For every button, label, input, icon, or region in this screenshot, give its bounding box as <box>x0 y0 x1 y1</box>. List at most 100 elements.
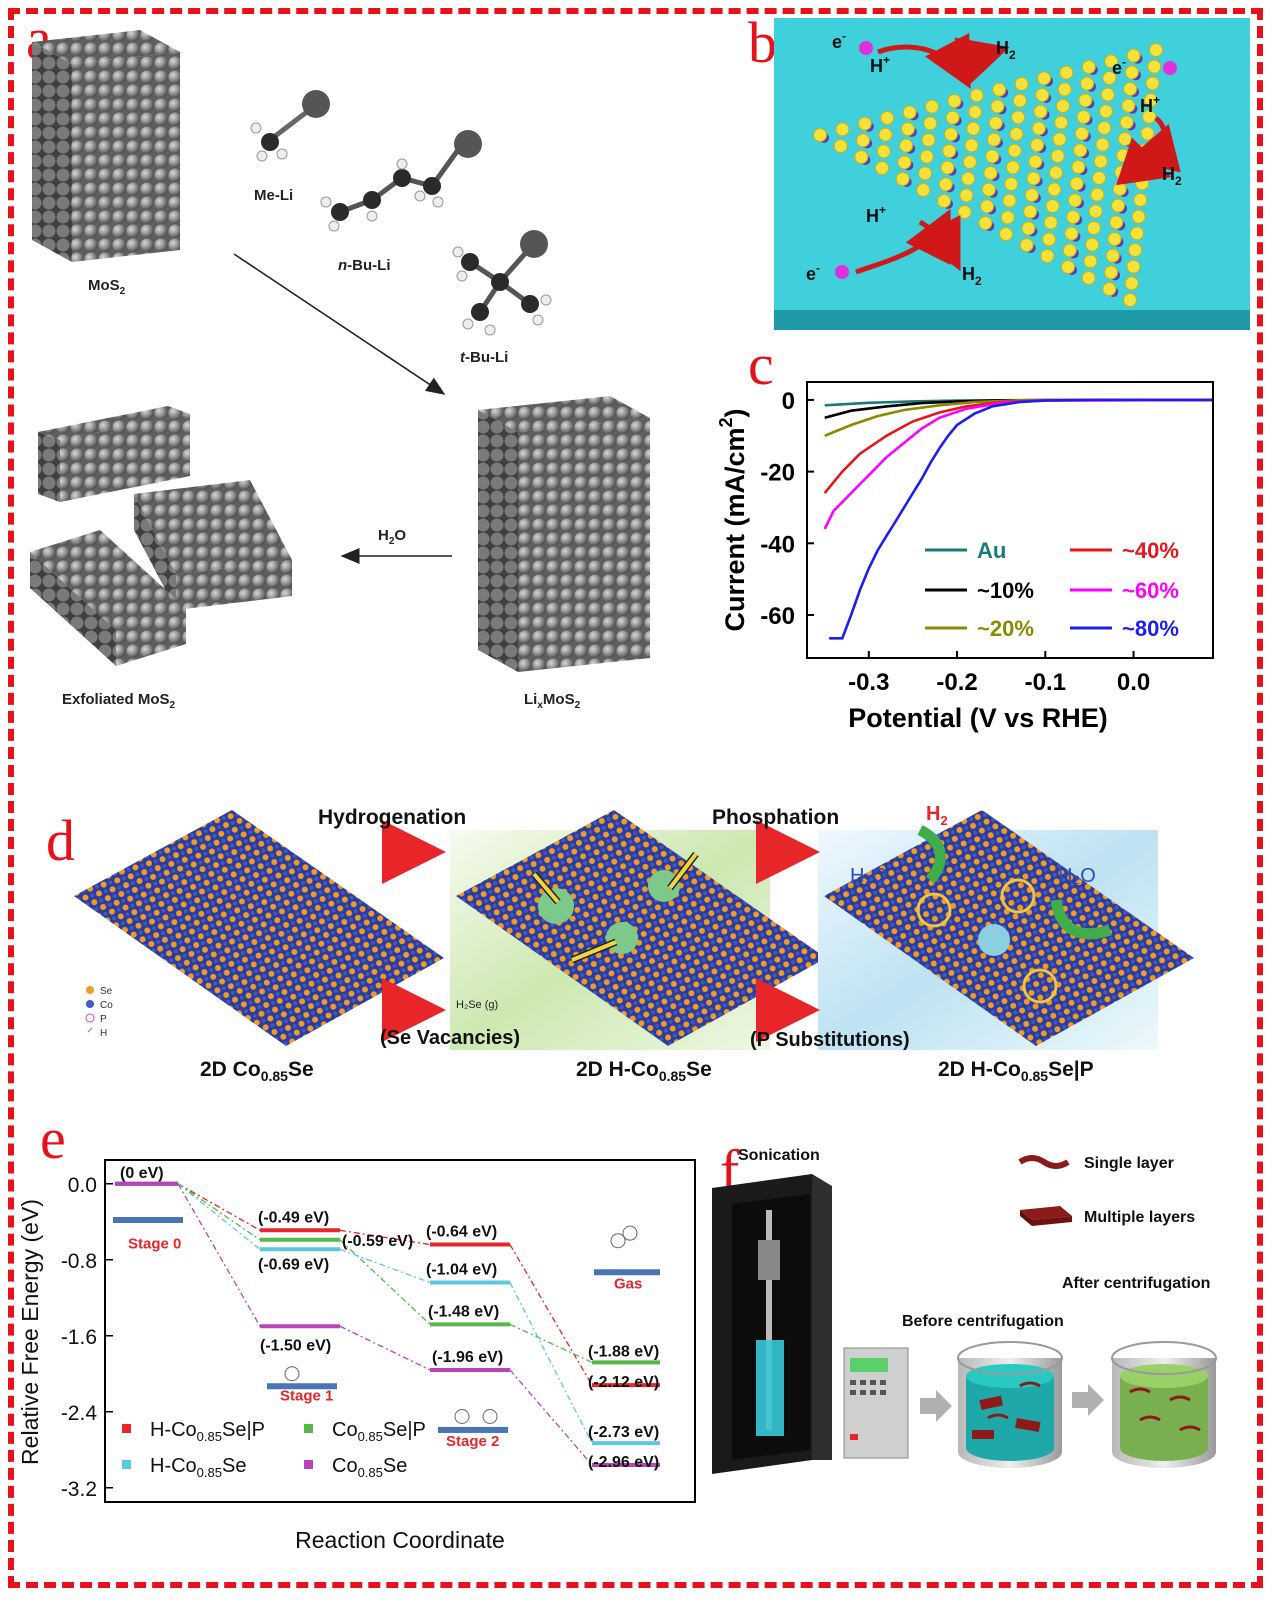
vacancy-2 <box>648 870 680 902</box>
series-line-2 <box>824 398 1214 438</box>
legend-h: H <box>100 1028 107 1039</box>
panel-c-lsv-chart: -0.3 -0.2 -0.1 0.0 0 -20 -40 -60 Au ~40% ~10% ~60%… <box>716 381 1214 733</box>
electron-3 <box>835 265 849 279</box>
arrow-top-h2 <box>954 37 1010 86</box>
legend-label-e: Co0.85Se|P <box>332 1419 426 1444</box>
energy-link <box>509 1369 593 1466</box>
label-exfoliated: Exfoliated MoS2 <box>62 691 176 711</box>
panel-label-e: e <box>40 1106 66 1171</box>
panel-label-c: c <box>748 332 774 397</box>
caption-co085se: 2D Co0.85Se <box>200 1058 314 1084</box>
x-axis-title: Potential (V vs RHE) <box>848 703 1108 733</box>
e-label-1: e- <box>832 29 846 52</box>
label-hydrogenation: Hydrogenation <box>318 806 466 829</box>
y-axis-title-e: Relative Free Energy (eV) <box>17 1199 43 1465</box>
arrow-right-h2 <box>1116 137 1172 186</box>
energy-link <box>177 1183 261 1231</box>
sonicator-head <box>758 1240 780 1280</box>
label-se-vacancies: (Se Vacancies) <box>380 1027 520 1049</box>
substrate-edge <box>774 310 1250 330</box>
p-site-1 <box>916 892 952 928</box>
beaker-after <box>1111 1341 1217 1468</box>
legend-marker-e <box>122 1460 131 1469</box>
legend-marker-e <box>304 1424 313 1433</box>
energy-link <box>339 1248 431 1284</box>
x-tick-label: -0.2 <box>936 669 977 696</box>
energy-value-label: (-2.73 eV) <box>588 1424 659 1441</box>
vacancy-1 <box>538 888 574 924</box>
legend-label: ~80% <box>1122 616 1179 641</box>
energy-link <box>177 1183 261 1327</box>
stage1-surface <box>267 1383 337 1390</box>
adsorbed-h-1 <box>284 1366 300 1382</box>
x-tick-label: -0.1 <box>1025 669 1066 696</box>
panel-f-schematic: Sonication Single layer Multiple lay <box>712 1147 1217 1474</box>
arrow-bottom-h2 <box>915 215 961 271</box>
energy-value-label: (-1.04 eV) <box>426 1262 497 1279</box>
h2o-label-1: H₂O <box>850 865 888 887</box>
adsorbed-h-2 <box>454 1409 470 1424</box>
hplus-label-2: H+ <box>1140 93 1160 116</box>
p-site-3 <box>1022 968 1058 1004</box>
caption-h-co085se-p: 2D H-Co0.85Se|P <box>938 1058 1094 1084</box>
multiple-layers-icon <box>1020 1206 1072 1220</box>
label-phosphation: Phosphation <box>712 806 839 829</box>
legend-label-e: H-Co0.85Se <box>150 1455 246 1480</box>
panel-b-schematic: e- H+ H2 e- H+ H2 H+ e- H2 <box>774 18 1250 330</box>
h2-label-1: H2 <box>996 38 1016 62</box>
n-bu-li-molecule <box>320 130 482 232</box>
h2-molecule-icon <box>610 1233 626 1249</box>
x-tick-label: 0.0 <box>1117 669 1150 696</box>
single-layer-icon <box>1018 1155 1070 1169</box>
energy-link <box>509 1244 593 1386</box>
lixmos2-crystal <box>478 396 650 672</box>
legend-label: Au <box>977 538 1006 563</box>
series-line-5 <box>829 398 1213 640</box>
label-lixmos2: LixMoS2 <box>524 691 581 711</box>
stage-label: Gas <box>614 1275 642 1292</box>
legend-label-e: Co0.85Se <box>332 1455 407 1480</box>
energy-value-label: (-0.64 eV) <box>426 1224 497 1241</box>
energy-link <box>339 1325 431 1371</box>
hplus-label-3: H+ <box>866 203 886 226</box>
legend-label-e: H-Co0.85Se|P <box>150 1419 265 1444</box>
h2o-label-2: H₂O <box>1058 865 1096 887</box>
plot-frame <box>806 381 1214 659</box>
figure-frame <box>8 8 1263 1588</box>
h2-label-3: H2 <box>962 264 982 288</box>
panel-label-d: d <box>46 808 75 873</box>
panel-d-schematic: H₂O H₂O H2 Hydrogenation Phosphation (Se… <box>74 803 1194 1084</box>
energy-link <box>509 1323 593 1363</box>
legend-p: P <box>100 1014 107 1025</box>
label-before-centrifugation: Before centrifugation <box>902 1313 1064 1330</box>
legend-label: ~20% <box>977 616 1034 641</box>
energy-value-label: (-1.88 eV) <box>588 1343 659 1360</box>
stage-label: Stage 2 <box>446 1433 499 1450</box>
stage0-surface <box>113 1217 183 1223</box>
stage-label: Stage 1 <box>280 1387 333 1404</box>
series-line-4 <box>823 398 1214 530</box>
vacancy-4 <box>978 924 1010 956</box>
energy-value-label: (-0.59 eV) <box>342 1233 413 1250</box>
process-arrow-2 <box>1072 1384 1104 1416</box>
legend-marker-e <box>304 1460 313 1469</box>
y-tick-label: -60 <box>760 603 795 630</box>
y-tick-label-e: -3.2 <box>61 1478 97 1501</box>
energy-value-label: (-0.49 eV) <box>258 1209 329 1226</box>
h2-label: H2 <box>926 803 948 828</box>
label-n-bu-li: n-Bu-Li <box>338 257 391 274</box>
exfoliated-sheet-1 <box>38 406 190 502</box>
plot-frame-e <box>104 1159 696 1503</box>
label-h2o: H2O <box>378 527 406 547</box>
label-single-layer: Single layer <box>1084 1155 1174 1172</box>
hplus-label-1: H+ <box>870 53 890 76</box>
y-tick-label-e: -0.8 <box>61 1250 97 1273</box>
vacancy-3 <box>606 922 638 954</box>
label-h2se-gas: H₂Se (g) <box>456 999 498 1011</box>
sonicator-rod <box>766 1210 772 1430</box>
y-tick-label-e: -2.4 <box>61 1402 98 1425</box>
y-axis-title: Current (mA/cm2) <box>716 408 750 631</box>
y-tick-label: -40 <box>760 531 795 558</box>
electron-2 <box>1163 61 1177 75</box>
x-tick-label: -0.3 <box>848 669 889 696</box>
